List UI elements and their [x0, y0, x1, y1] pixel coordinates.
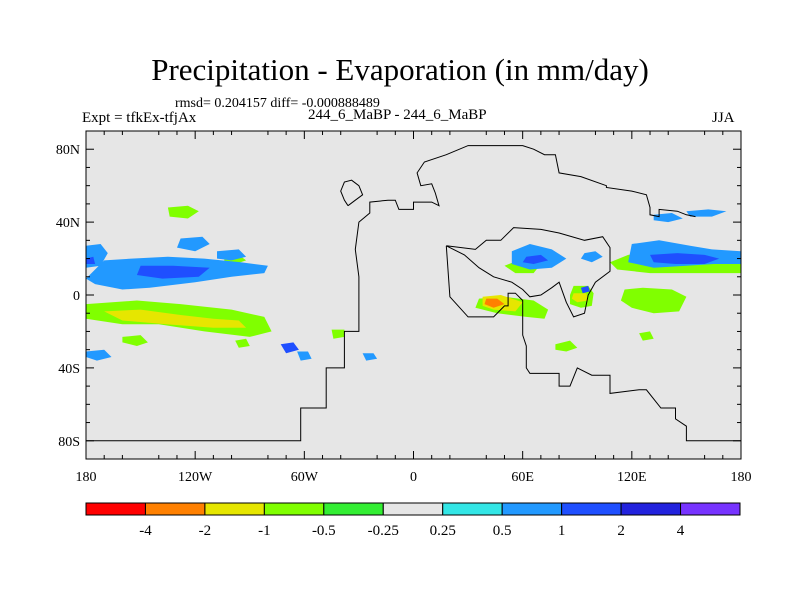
coastline	[445, 245, 741, 442]
colorbar-label: 1	[558, 523, 566, 539]
contour-patch	[639, 331, 654, 341]
contour-fill-layer	[86, 205, 741, 361]
contour-patch	[280, 342, 299, 354]
contour-patch	[362, 353, 378, 361]
contour-patch	[235, 338, 250, 348]
y-tick-label: 40N	[56, 216, 80, 231]
colorbar-swatch	[382, 502, 444, 516]
colorbar: -4 -2 -1 -0.5 -0.25 0.25 0.5 1 2 4	[85, 502, 741, 539]
contour-patch	[122, 335, 148, 346]
colorbar-swatch	[323, 502, 384, 516]
colorbar-swatch	[204, 502, 265, 516]
colorbar-label: -0.5	[312, 523, 336, 539]
y-tick-label: 80N	[56, 143, 80, 158]
coastline	[340, 179, 364, 207]
colorbar-label: 4	[677, 523, 685, 539]
colorbar-swatch	[680, 502, 741, 516]
contour-patch	[650, 253, 720, 264]
y-tick-label: 40S	[58, 362, 80, 377]
colorbar-swatch	[442, 502, 503, 516]
contour-patch	[484, 298, 505, 308]
colorbar-label: 0.25	[430, 523, 456, 539]
colorbar-label: -2	[199, 523, 212, 539]
x-tick-label: 180	[731, 470, 752, 485]
contour-patch	[571, 293, 589, 303]
contour-patch	[686, 209, 727, 217]
page-title: Precipitation - Evaporation (in mm/day)	[151, 52, 649, 87]
contour-patch	[580, 285, 590, 294]
contour-patch	[620, 287, 687, 314]
contour-patch	[297, 351, 312, 361]
contour-patch	[555, 340, 578, 352]
x-tick-label: 60E	[511, 470, 534, 485]
x-axis: 180 120W 60W 0 60E 120E 180	[76, 131, 752, 485]
rmsd-diff-stats: rmsd= 0.204157 diff= -0.000888489	[175, 96, 380, 111]
colorbar-swatch	[144, 502, 206, 516]
y-tick-label: 80S	[58, 435, 80, 450]
colorbar-swatch	[263, 502, 325, 516]
colorbar-swatch	[85, 502, 146, 516]
contour-patch	[522, 254, 549, 264]
x-tick-label: 0	[410, 470, 417, 485]
colorbar-swatch	[620, 502, 682, 516]
contour-patch	[86, 349, 112, 361]
contour-patch	[580, 251, 603, 263]
contour-patch	[104, 309, 247, 328]
coastline-layer	[86, 145, 741, 442]
colorbar-swatch	[561, 502, 622, 516]
contour-patch	[217, 249, 247, 261]
x-tick-label: 180	[76, 470, 97, 485]
contour-patch	[331, 329, 345, 339]
contour-patch	[177, 236, 210, 252]
y-tick-label: 0	[73, 289, 80, 304]
contour-patch	[653, 213, 683, 223]
contour-patch	[167, 205, 199, 219]
coastline	[86, 145, 696, 442]
coastline	[446, 227, 611, 318]
colorbar-label: 0.5	[493, 523, 512, 539]
colorbar-label: 2	[617, 523, 625, 539]
experiment-label: Expt = tfkEx-tfjAx	[82, 110, 197, 126]
x-tick-label: 60W	[291, 470, 319, 485]
x-tick-label: 120W	[178, 470, 213, 485]
colorbar-label: -0.25	[368, 523, 399, 539]
contour-patch	[136, 265, 210, 279]
case-names-label: 244_6_MaBP - 244_6_MaBP	[308, 107, 487, 123]
y-axis: 80N 40N 0 40S 80S	[56, 143, 741, 450]
season-label: JJA	[712, 110, 735, 126]
colorbar-label: -4	[139, 523, 152, 539]
x-tick-label: 120E	[617, 470, 647, 485]
colorbar-label: -1	[258, 523, 271, 539]
colorbar-swatch	[501, 502, 563, 516]
